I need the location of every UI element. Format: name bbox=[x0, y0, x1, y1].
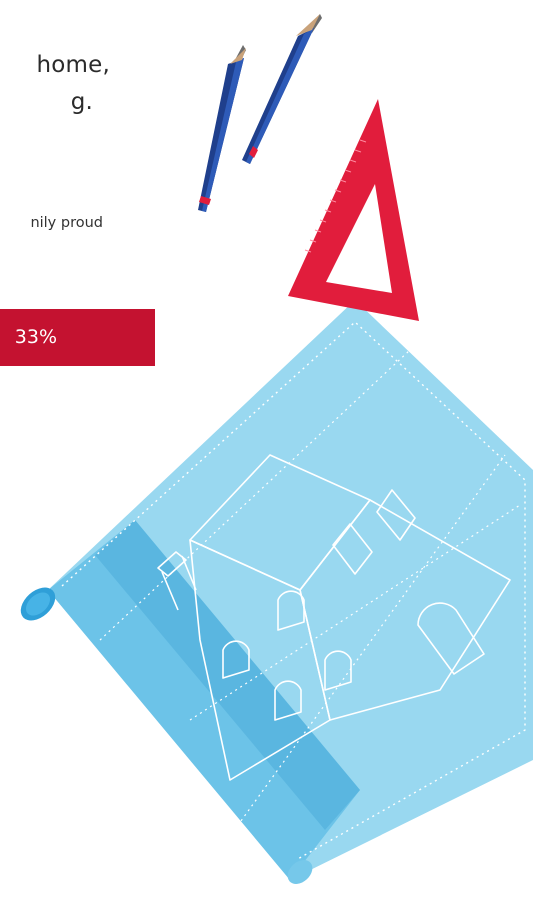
set-square-icon bbox=[288, 99, 419, 321]
pencil-icon bbox=[198, 45, 246, 212]
pencil-icon bbox=[242, 14, 322, 164]
heading-line-1: home, bbox=[36, 52, 110, 78]
heading-line-2: g. bbox=[70, 89, 93, 115]
stat-bar: 33% bbox=[0, 309, 155, 366]
blueprint-roll-icon bbox=[20, 300, 533, 884]
house-drawing-icon bbox=[157, 454, 511, 781]
caption-text: nily proud bbox=[30, 215, 103, 231]
stat-value: 33% bbox=[14, 326, 57, 348]
